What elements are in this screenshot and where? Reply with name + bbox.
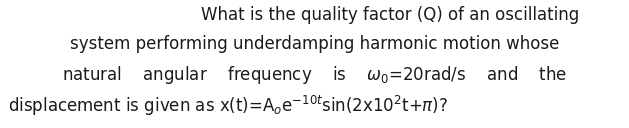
Text: displacement is given as x(t)=A$_o$e$^{-10t}$sin(2x10$^2$t+$\pi$)?: displacement is given as x(t)=A$_o$e$^{-… [8, 94, 448, 118]
Text: What is the quality factor (Q) of an oscillating: What is the quality factor (Q) of an osc… [201, 6, 579, 24]
Text: natural    angular    frequency    is    $\omega_0$=20rad/s    and    the: natural angular frequency is $\omega_0$=… [62, 64, 567, 86]
Text: system performing underdamping harmonic motion whose: system performing underdamping harmonic … [70, 35, 559, 53]
